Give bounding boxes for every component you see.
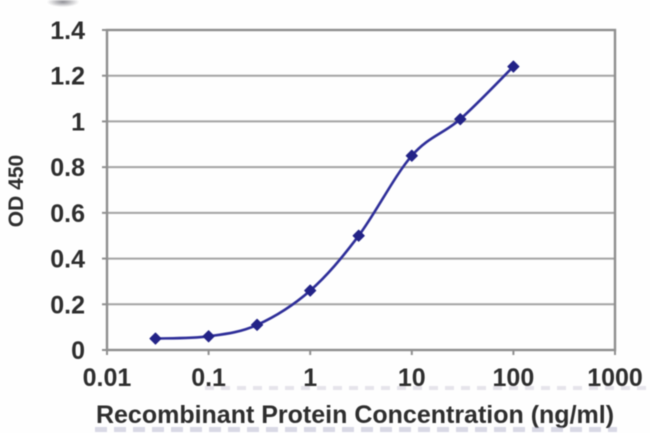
y-tick-label: 0.6 — [50, 200, 85, 228]
x-tick-labels: 0.01 0.1 1 10 100 1000 — [83, 364, 643, 392]
data-point-marker — [250, 318, 264, 331]
series-line — [154, 65, 515, 340]
y-tick-label: 0.2 — [50, 291, 85, 319]
y-tick-label: 1.4 — [50, 17, 85, 45]
x-tick-label: 0.1 — [191, 364, 226, 392]
x-tick-label: 1 — [303, 364, 317, 392]
y-tick-label: 0.4 — [50, 246, 85, 274]
y-tick-label: 1.2 — [50, 63, 85, 91]
data-point-marker — [454, 113, 467, 126]
x-axis-title: Recombinant Protein Concentration (ng/ml… — [95, 401, 615, 429]
series-markers — [149, 60, 520, 345]
x-tick-label: 10 — [398, 364, 426, 392]
tick-marks — [102, 29, 616, 355]
y-tick-labels: 0 0.2 0.4 0.6 0.8 1 1.2 1.4 — [50, 17, 85, 365]
top-edge-artifact — [47, 0, 79, 7]
data-point-marker — [304, 284, 317, 297]
data-point-marker — [352, 229, 365, 242]
jpeg-artifact-band-lower — [95, 427, 617, 432]
plot-frame — [105, 28, 617, 352]
y-tick-label: 1 — [71, 108, 85, 136]
x-tick-label: 100 — [493, 364, 535, 392]
axis-frame — [105, 28, 617, 352]
x-tick-label: 1000 — [587, 364, 643, 392]
x-tick-label: 0.01 — [83, 364, 132, 392]
jpeg-artifact-band-upper — [205, 386, 648, 390]
data-point-marker — [149, 332, 162, 345]
data-line — [154, 65, 515, 340]
data-point-marker — [202, 330, 215, 343]
y-tick-label: 0 — [71, 337, 85, 365]
y-tick-label: 0.8 — [50, 154, 85, 182]
data-point-marker — [405, 149, 418, 162]
gridlines — [107, 74, 615, 306]
data-point-marker — [507, 60, 520, 73]
